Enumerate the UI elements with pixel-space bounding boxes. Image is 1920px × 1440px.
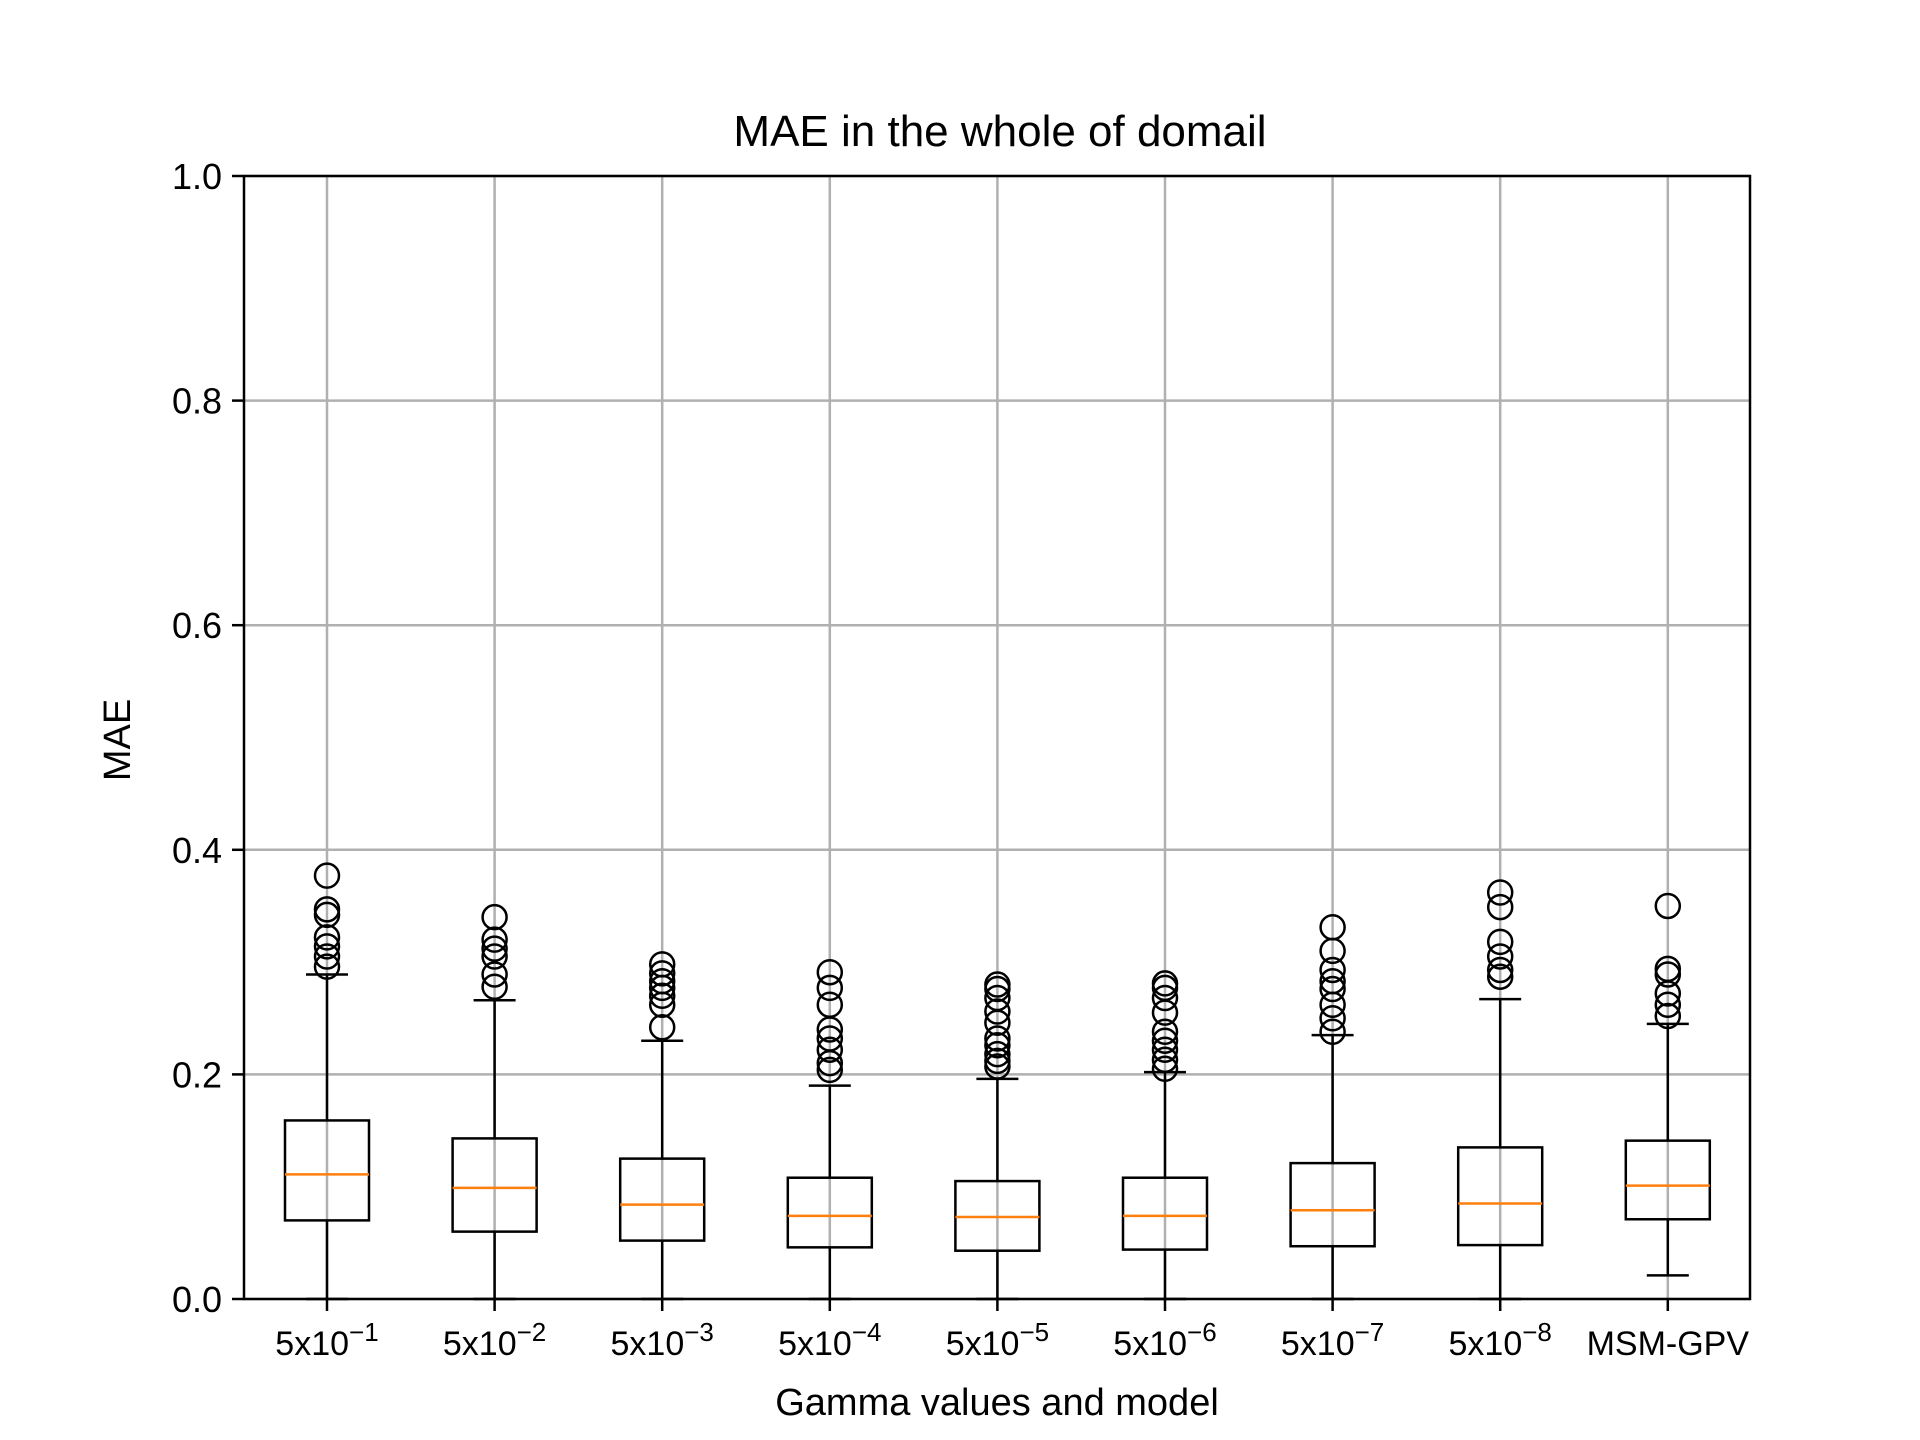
- flier-point: [1151, 1018, 1179, 1045]
- x-tick-label: 5x10−2: [443, 1317, 546, 1363]
- flier-point: [1151, 970, 1179, 997]
- plot-frame: [242, 174, 1752, 1301]
- flier-point: [313, 862, 341, 889]
- flier-point: [984, 1040, 1011, 1068]
- flier-point: [1319, 1018, 1346, 1045]
- box-group: [451, 903, 538, 1301]
- flier-point: [1486, 956, 1514, 984]
- box-group: [1624, 892, 1712, 1277]
- flier-point: [816, 974, 844, 1002]
- x-tick-label: 5x10−4: [778, 1317, 881, 1363]
- flier-point: [984, 971, 1011, 998]
- flier-point: [1654, 991, 1682, 1019]
- x-tick-label: 5x10−1: [275, 1317, 378, 1363]
- flier-point: [648, 951, 676, 978]
- box-group: [1289, 914, 1376, 1301]
- y-tick-label: 0.8: [172, 381, 222, 422]
- flier-point: [648, 967, 676, 995]
- flier-point: [1319, 956, 1346, 984]
- flier-point: [1151, 1036, 1179, 1063]
- flier-point: [1319, 975, 1346, 1003]
- iqr-box: [786, 1176, 874, 1249]
- iqr-box: [618, 1157, 706, 1242]
- flier-point: [481, 926, 508, 953]
- x-axis-label: Gamma values and model: [775, 1382, 1219, 1424]
- flier-point: [1486, 879, 1514, 906]
- box-series: [283, 862, 1712, 1301]
- flier-point: [984, 998, 1011, 1025]
- flier-point: [313, 943, 341, 970]
- flier-point: [1486, 963, 1514, 990]
- flier-point: [1151, 1046, 1179, 1074]
- chart-title: MAE in the whole of domail: [733, 107, 1266, 156]
- iqr-box: [1121, 1176, 1209, 1251]
- flier-point: [984, 1031, 1011, 1059]
- box-group: [786, 958, 874, 1301]
- flier-point: [816, 1056, 844, 1084]
- flier-point: [1151, 1027, 1179, 1054]
- flier-point: [648, 1013, 676, 1041]
- flier-point: [1654, 892, 1682, 920]
- flier-point: [1151, 1055, 1179, 1083]
- iqr-box: [283, 1119, 371, 1222]
- box-group: [1456, 879, 1544, 1301]
- flier-point: [313, 896, 341, 923]
- x-tick-label: MSM-GPV: [1587, 1325, 1750, 1363]
- flier-point: [313, 953, 341, 980]
- iqr-box: [1624, 1139, 1712, 1221]
- box-group: [1121, 970, 1209, 1301]
- flier-point: [1486, 928, 1514, 956]
- flier-point: [481, 935, 508, 962]
- box-group: [283, 862, 371, 1301]
- flier-point: [984, 1047, 1011, 1075]
- flier-point: [1319, 967, 1346, 995]
- y-axis-label: MAE: [97, 699, 139, 781]
- y-tick-label: 0.4: [172, 830, 222, 871]
- flier-point: [1319, 1005, 1346, 1032]
- flier-point: [816, 1036, 844, 1063]
- flier-point: [481, 943, 508, 970]
- y-axis: 0.0 0.2 0.4 0.6 0.8 1.0: [172, 156, 244, 1320]
- x-tick-label: 5x10−6: [1113, 1317, 1216, 1363]
- box-group: [618, 951, 706, 1301]
- iqr-box: [451, 1137, 538, 1233]
- x-tick-label: 5x10−7: [1281, 1317, 1384, 1363]
- iqr-box: [1289, 1161, 1376, 1248]
- iqr-box: [1456, 1146, 1544, 1247]
- y-tick-label: 0.0: [172, 1279, 222, 1320]
- flier-point: [1151, 984, 1179, 1012]
- flier-point: [1319, 914, 1346, 941]
- flier-point: [313, 924, 341, 951]
- flier-point: [313, 933, 341, 960]
- flier-point: [816, 958, 844, 986]
- flier-point: [481, 961, 508, 988]
- flier-point: [816, 1025, 844, 1052]
- flier-point: [481, 973, 508, 1001]
- x-tick-label: 5x10−3: [611, 1317, 714, 1363]
- x-axis: 5x10−1 5x10−2 5x10−3 5x10−4 5x10−5 5x10−6 5x10…: [275, 1299, 1749, 1363]
- x-tick-label: 5x10−5: [946, 1317, 1049, 1363]
- x-tick-label: 5x10−8: [1449, 1317, 1552, 1363]
- flier-point: [1654, 1002, 1682, 1030]
- flier-point: [648, 960, 676, 987]
- y-tick-label: 0.6: [172, 605, 222, 646]
- y-tick-label: 1.0: [172, 156, 222, 197]
- flier-point: [1654, 955, 1682, 983]
- y-tick-label: 0.2: [172, 1054, 222, 1095]
- flier-point: [984, 1025, 1011, 1052]
- flier-point: [481, 903, 508, 931]
- flier-point: [984, 984, 1011, 1012]
- flier-point: [1486, 893, 1514, 921]
- flier-point: [1486, 943, 1514, 970]
- flier-point: [648, 982, 676, 1010]
- flier-point: [816, 991, 844, 1019]
